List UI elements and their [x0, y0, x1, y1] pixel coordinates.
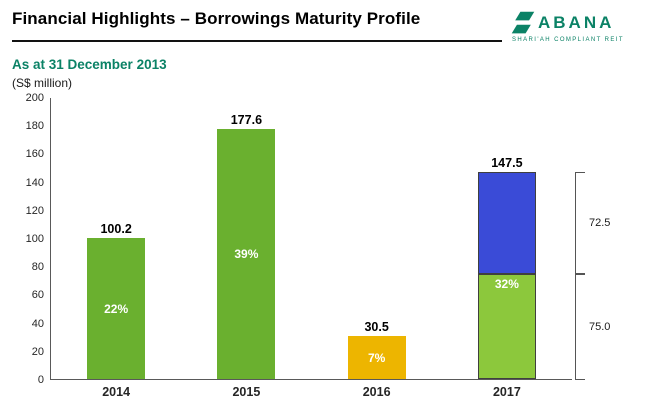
borrowings-maturity-chart: 0 20 40 60 80 100 120 140 160 180 200 10… — [12, 92, 648, 399]
header: Financial Highlights – Borrowings Maturi… — [12, 9, 648, 51]
x-axis-label-2017: 2017 — [492, 385, 521, 399]
y-tick-label: 40 — [31, 317, 44, 330]
page-title: Financial Highlights – Borrowings Maturi… — [12, 9, 421, 28]
bar-group-2016: 30.5 7% — [312, 98, 442, 379]
title-divider — [12, 40, 502, 42]
x-axis-label-2014: 2014 — [102, 385, 131, 399]
annotation-label-blue: 72.5 — [589, 217, 611, 230]
x-axis-label-2016: 2016 — [362, 385, 391, 399]
bar-stack: 177.6 39% — [217, 98, 276, 379]
y-tick-label: 120 — [25, 204, 44, 217]
y-tick-label: 200 — [25, 92, 44, 104]
bar-group-2014: 100.2 22% — [51, 98, 181, 379]
bar-percent-label: 32% — [494, 276, 519, 291]
y-tick-label: 160 — [25, 148, 44, 161]
as-at-date-subtitle: As at 31 December 2013 — [12, 57, 167, 72]
bar-group-2015: 177.6 39% — [181, 98, 311, 379]
bar-stack: 30.5 7% — [347, 98, 406, 379]
bar-value-label: 30.5 — [364, 320, 389, 335]
annotation-bracket-blue: 72.5 — [575, 172, 610, 275]
bar-percent-label: 39% — [234, 247, 259, 262]
bar-group-2017: 147.5 32% — [442, 98, 572, 379]
sabana-s-icon — [511, 11, 535, 34]
x-axis-label-2015: 2015 — [232, 385, 261, 399]
y-tick-label: 140 — [25, 176, 44, 189]
logo-tagline: SHARI'AH COMPLIANT REIT — [512, 37, 624, 43]
bar-value-label: 177.6 — [230, 113, 263, 128]
y-tick-label: 100 — [25, 233, 44, 245]
bar-segment-2017-green: 32% — [477, 273, 536, 379]
bar-percent-label: 22% — [104, 301, 129, 316]
bar-stack: 100.2 22% — [87, 98, 146, 379]
bar-stack: 147.5 32% — [477, 98, 536, 379]
sabana-logo-main: ABANA — [510, 9, 614, 37]
annotation-label-green: 75.0 — [589, 321, 611, 334]
x-axis-spacer — [12, 385, 51, 399]
segment-annotations: 72.5 75.0 — [572, 98, 648, 380]
x-axis-labels: 2014 2015 2016 2017 — [51, 385, 572, 399]
axis-units-label: (S$ million) — [12, 76, 73, 90]
y-tick-label: 60 — [31, 289, 44, 302]
y-tick-label: 180 — [25, 120, 44, 133]
x-axis-spacer — [572, 385, 648, 399]
bar-value-label: 100.2 — [100, 222, 132, 237]
bar-segment-2017-blue — [477, 171, 536, 274]
sabana-logo: ABANA SHARI'AH COMPLIANT REIT — [510, 9, 648, 43]
chart-body: 0 20 40 60 80 100 120 140 160 180 200 10… — [12, 92, 648, 386]
annotation-bracket-green: 75.0 — [575, 274, 610, 380]
bar-segment-2014: 22% — [87, 238, 146, 379]
bar-percent-label: 7% — [367, 350, 386, 365]
bar-value-label: 147.5 — [491, 155, 523, 170]
plot-area: 100.2 22% 177.6 39% — [50, 98, 572, 380]
y-tick-label: 20 — [31, 345, 44, 358]
logo-wordmark: ABANA — [538, 13, 615, 32]
y-tick-label: 0 — [37, 374, 44, 386]
y-axis: 0 20 40 60 80 100 120 140 160 180 200 — [12, 92, 50, 386]
x-axis: 2014 2015 2016 2017 — [12, 385, 648, 399]
y-tick-label: 80 — [31, 261, 44, 274]
bar-segment-2016: 7% — [347, 336, 406, 379]
bar-segment-2015: 39% — [217, 129, 276, 379]
